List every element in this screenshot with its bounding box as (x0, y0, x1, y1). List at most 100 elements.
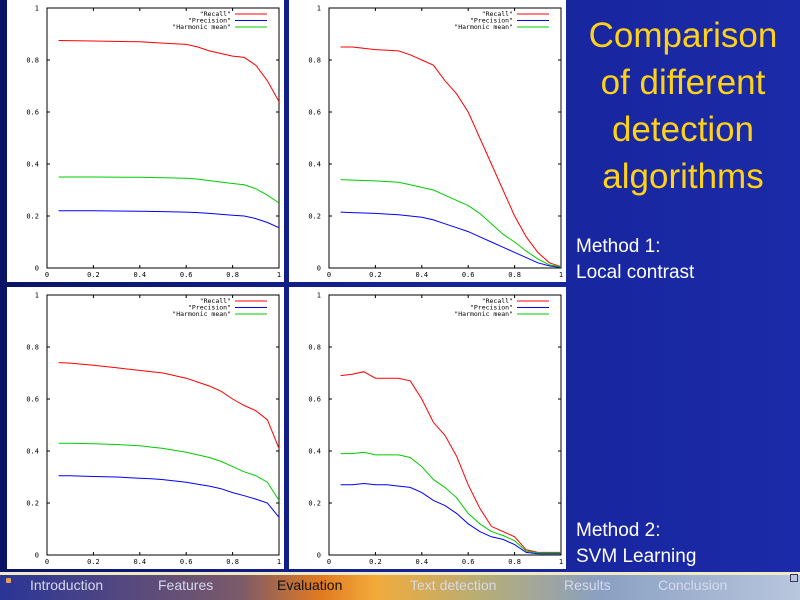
nav-results[interactable]: Results (564, 577, 611, 593)
series-line-3 (58, 176, 280, 204)
chart-panel-4: 0 0.2 0.4 0.6 0.8 1 0 0.2 0.4 0.6 0.8 1 "Recall" "Pre… (289, 287, 566, 569)
x-tick-label: 1 (559, 271, 563, 279)
legend-label: "Precision" (470, 304, 513, 312)
navigation-bar: Introduction Features Evaluation Text de… (0, 572, 800, 600)
y-tick-label: 0.2 (26, 500, 39, 508)
x-tick-label: 1 (277, 271, 281, 279)
y-tick-label: 0.6 (308, 109, 321, 117)
y-tick-label: 0.4 (308, 161, 321, 169)
method-1-name: Local contrast (576, 262, 695, 283)
plot-frame (328, 7, 562, 269)
series-line-2 (340, 211, 562, 268)
x-tick-label: 1 (559, 558, 563, 566)
x-tick-label: 0 (45, 271, 49, 279)
nav-text-detection[interactable]: Text detection (410, 577, 497, 593)
series-line-2 (340, 482, 561, 555)
y-tick-label: 1 (35, 5, 39, 13)
legend-label: "Harmonic mean" (172, 23, 231, 31)
x-tick-label: 0 (327, 271, 331, 279)
chart-panel-3: 0 0.2 0.4 0.6 0.8 1 0 0.2 0.4 0.6 0.8 1 "Recall" "Pre… (7, 287, 284, 569)
legend-label: "Precision" (188, 17, 231, 25)
slide-title-line: of different (600, 63, 766, 102)
y-tick-label: 1 (317, 5, 321, 13)
y-tick-label: 0.8 (308, 344, 321, 352)
series-line-3 (340, 179, 562, 268)
legend-label: "Recall" (482, 10, 513, 18)
series-line-1 (58, 40, 280, 102)
series-line-1 (58, 362, 280, 449)
y-tick-label: 0.2 (26, 213, 39, 221)
method-1-caption: Method 1: Local contrast (576, 234, 694, 286)
y-tick-label: 0.8 (308, 57, 321, 65)
slide-title: Comparison of different detection algori… (568, 12, 798, 200)
y-tick-label: 1 (317, 292, 321, 300)
series-line-2 (58, 475, 280, 518)
series-line-1 (340, 371, 561, 553)
navigation-bar-highlight (0, 572, 800, 575)
legend-label: "Precision" (188, 304, 231, 312)
legend-label: "Harmonic mean" (454, 310, 513, 318)
x-tick-label: 0.4 (133, 558, 146, 566)
nav-features[interactable]: Features (158, 577, 214, 593)
x-tick-label: 0.6 (180, 558, 193, 566)
nav-marker-icon (6, 578, 11, 583)
y-tick-label: 0.4 (26, 448, 39, 456)
y-tick-label: 0.6 (26, 109, 39, 117)
legend-label: "Harmonic mean" (172, 310, 231, 318)
series-line-3 (58, 442, 280, 501)
chart-3: 0 0.2 0.4 0.6 0.8 1 0 0.2 0.4 0.6 0.8 1 "Recall""Pre… (26, 292, 281, 567)
x-tick-label: 0.8 (508, 558, 521, 566)
legend-label: "Recall" (200, 297, 231, 305)
legend-label: "Recall" (482, 297, 513, 305)
plot-frame (46, 7, 280, 269)
y-tick-label: 0 (317, 265, 321, 273)
series-line-1 (340, 46, 562, 268)
legend-label: "Recall" (200, 10, 231, 18)
x-tick-label: 0.2 (369, 271, 382, 279)
slide-title-line: algorithms (602, 157, 764, 196)
y-tick-label: 0.2 (308, 213, 321, 221)
y-tick-label: 0.6 (308, 396, 321, 404)
x-tick-label: 0.4 (415, 558, 428, 566)
nav-evaluation[interactable]: Evaluation (277, 577, 343, 593)
x-tick-label: 0.2 (87, 271, 100, 279)
method-2-caption: Method 2: SVM Learning (576, 518, 696, 570)
x-tick-label: 0.6 (462, 558, 475, 566)
chart-2: 0 0.2 0.4 0.6 0.8 1 0 0.2 0.4 0.6 0.8 1 "Recall""Pre… (308, 5, 563, 280)
y-tick-label: 0 (35, 552, 39, 560)
chart-4: 0 0.2 0.4 0.6 0.8 1 0 0.2 0.4 0.6 0.8 1 "Recall""Pre… (308, 292, 563, 567)
x-tick-label: 0.4 (133, 271, 146, 279)
y-tick-label: 0 (35, 265, 39, 273)
method-2-label: Method 2: (576, 520, 661, 541)
nav-end-icon (790, 574, 798, 582)
legend-label: "Harmonic mean" (454, 23, 513, 31)
y-tick-label: 0.4 (308, 448, 321, 456)
x-tick-label: 0.2 (87, 558, 100, 566)
plot-frame (328, 294, 562, 556)
x-tick-label: 0.4 (415, 271, 428, 279)
plot-frame (46, 294, 280, 556)
slide-title-line: Comparison (588, 16, 778, 55)
nav-introduction[interactable]: Introduction (30, 577, 104, 593)
x-tick-label: 1 (277, 558, 281, 566)
chart-panel-1: 0 0.2 0.4 0.6 0.8 1 0 0.2 0.4 0.6 0.8 1 "Recall" "Pre… (7, 0, 284, 282)
slide-title-line: detection (611, 110, 755, 149)
x-tick-label: 0.8 (226, 558, 239, 566)
x-tick-label: 0.8 (226, 271, 239, 279)
series-line-3 (340, 451, 561, 554)
method-1-label: Method 1: (576, 236, 661, 257)
y-tick-label: 0.8 (26, 57, 39, 65)
x-tick-label: 0 (45, 558, 49, 566)
x-tick-label: 0 (327, 558, 331, 566)
nav-conclusion[interactable]: Conclusion (658, 577, 728, 593)
y-tick-label: 0 (317, 552, 321, 560)
x-tick-label: 0.6 (180, 271, 193, 279)
y-tick-label: 0.4 (26, 161, 39, 169)
chart-1: 0 0.2 0.4 0.6 0.8 1 0 0.2 0.4 0.6 0.8 1 "Recall""Pre… (26, 5, 281, 280)
y-tick-label: 1 (35, 292, 39, 300)
x-tick-label: 0.8 (508, 271, 521, 279)
method-2-name: SVM Learning (576, 546, 697, 567)
series-line-2 (58, 210, 280, 229)
x-tick-label: 0.2 (369, 558, 382, 566)
y-tick-label: 0.6 (26, 396, 39, 404)
